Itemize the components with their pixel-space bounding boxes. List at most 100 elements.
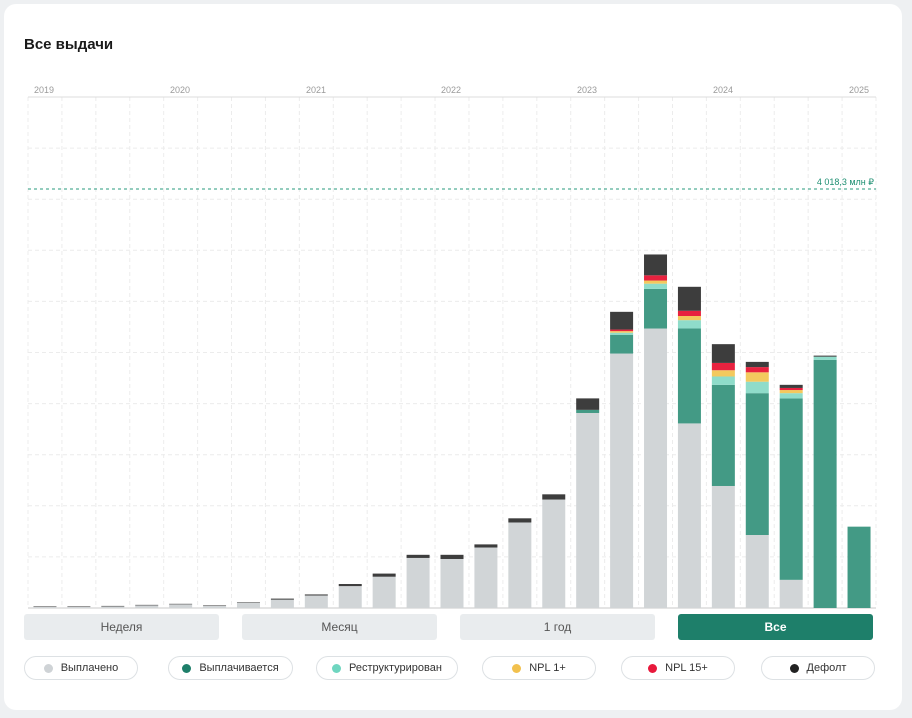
bar-segment [779,387,803,391]
bar-segment [644,328,668,608]
bar-segment [304,594,328,596]
bar-segment [677,423,701,608]
period-year-button[interactable]: 1 год [460,614,655,640]
bar-segment [610,311,634,330]
bar-segment [270,598,294,600]
legend-item-npl1[interactable]: NPL 1+ [482,656,596,680]
legend-item-npl15[interactable]: NPL 15+ [621,656,735,680]
dot-icon [332,663,342,673]
legend-item-paying[interactable]: Выплачивается [168,656,293,680]
bar-segment [745,381,769,394]
year-tick-label: 2025 [849,85,869,95]
year-tick-label: 2021 [306,85,326,95]
bar-segment [203,605,227,608]
bar-segment [644,280,668,284]
bar-segment [576,398,600,410]
bar-segment [576,412,600,608]
bar-segment [101,605,125,607]
legend-item-paid[interactable]: Выплачено [24,656,138,680]
year-tick-label: 2024 [713,85,733,95]
bar-segment [610,329,634,332]
bar-segment [745,393,769,535]
bar-segment [779,393,803,399]
bar-segment [677,328,701,424]
legend-label: NPL 15+ [665,662,708,674]
bar-segment [169,604,193,608]
bar-segment [779,579,803,608]
year-tick-label: 2020 [170,85,190,95]
legend-label: NPL 1+ [529,662,566,674]
bar-segment [508,522,532,608]
bar-segment [203,605,227,606]
bar-segment [338,584,362,587]
bar-segment [270,599,294,608]
bar-segment [474,544,498,548]
bar-segment [677,316,701,321]
legend-item-restructured[interactable]: Реструктурирован [316,656,458,680]
dot-icon [789,663,799,673]
bar-segment [745,372,769,382]
bar-segment [610,331,634,333]
page-title: Все выдачи [24,36,114,53]
period-month-button[interactable]: Месяц [242,614,437,640]
bar-segment [711,384,735,486]
max-value-label: 4 018,3 млн ₽ [817,177,874,187]
bar-segment [610,353,634,608]
period-all-button[interactable]: Все [678,614,873,640]
bar-segment [745,361,769,368]
bar-segment [711,485,735,608]
bar-segment [135,605,159,608]
bar-segment [474,547,498,608]
dot-icon [43,663,53,673]
bar-segment [236,602,260,608]
bar-segment [542,499,566,608]
bar-segment [576,409,600,413]
bar-segment [508,518,532,523]
legend-label: Выплачено [60,662,119,674]
bar-segment [304,595,328,608]
legend-item-default[interactable]: Дефолт [761,656,875,680]
bar-segment [779,384,803,388]
bar-segment [610,332,634,335]
period-selector: Неделя Месяц 1 год Все [24,614,874,640]
legend-label: Дефолт [806,662,847,674]
bar-segment [67,606,91,607]
bar-segment [677,310,701,316]
bar-segment [101,606,125,608]
bar-segment [542,494,566,500]
bar-segment [847,526,871,608]
bar-segment [440,554,464,559]
bar-segment [372,573,396,577]
bar-segment [610,334,634,354]
bar-segment [813,356,837,360]
bar-segment [711,370,735,377]
bar-segment [67,606,91,608]
bar-segment [440,558,464,608]
bar-segment [745,367,769,373]
period-week-button[interactable]: Неделя [24,614,219,640]
bar-segment [169,603,193,605]
bar-segment [779,398,803,580]
legend-label: Выплачивается [199,662,279,674]
dot-icon [182,663,192,673]
bar-segment [711,362,735,371]
bar-segment [677,286,701,311]
bar-segment [644,275,668,281]
bar-segment [711,344,735,363]
year-tick-label: 2023 [577,85,597,95]
bar-segment [779,390,803,394]
bar-segment [813,359,837,608]
bar-segment [644,254,668,276]
chart-legend: Выплачено Выплачивается Реструктурирован… [24,656,875,682]
bar-segment [745,535,769,608]
bar-segment [33,606,57,608]
dot-icon [648,663,658,673]
bar-segment [33,606,57,607]
year-tick-label: 2019 [34,85,54,95]
bar-segment [236,602,260,603]
legend-label: Реструктурирован [349,662,442,674]
bar-segment [677,320,701,329]
bar-segment [372,576,396,608]
bar-segment [406,557,430,608]
